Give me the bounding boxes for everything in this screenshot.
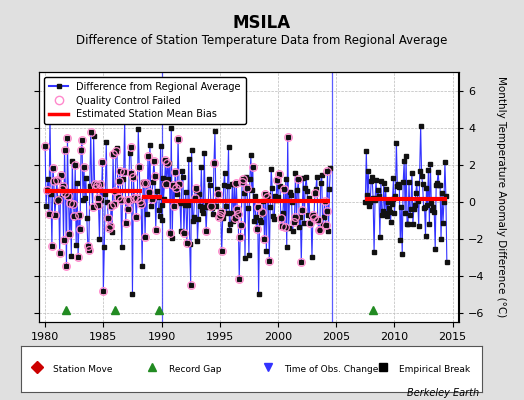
Text: Berkeley Earth: Berkeley Earth bbox=[407, 388, 479, 398]
Text: MSILA: MSILA bbox=[233, 14, 291, 32]
Text: Empirical Break: Empirical Break bbox=[399, 364, 470, 374]
Y-axis label: Monthly Temperature Anomaly Difference (°C): Monthly Temperature Anomaly Difference (… bbox=[496, 76, 506, 318]
Text: Time of Obs. Change: Time of Obs. Change bbox=[284, 364, 378, 374]
Text: Record Gap: Record Gap bbox=[169, 364, 221, 374]
Legend: Difference from Regional Average, Quality Control Failed, Estimated Station Mean: Difference from Regional Average, Qualit… bbox=[44, 77, 246, 124]
Text: Difference of Station Temperature Data from Regional Average: Difference of Station Temperature Data f… bbox=[77, 34, 447, 47]
Text: Station Move: Station Move bbox=[53, 364, 113, 374]
